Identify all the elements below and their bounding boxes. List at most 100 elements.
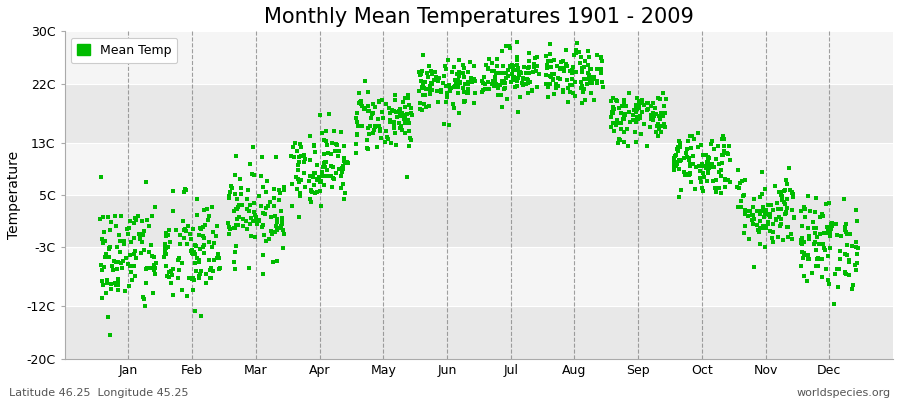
Point xyxy=(794,208,808,215)
Point xyxy=(646,100,661,107)
Point xyxy=(447,84,462,91)
Point xyxy=(785,190,799,196)
Point xyxy=(610,119,625,125)
Point xyxy=(753,211,768,217)
Point xyxy=(260,203,274,209)
Point xyxy=(272,197,286,203)
Point xyxy=(148,271,162,277)
Point xyxy=(746,220,760,227)
Point xyxy=(595,58,609,64)
Point xyxy=(696,188,710,194)
Point xyxy=(562,68,577,74)
Point xyxy=(795,223,809,229)
Point xyxy=(500,67,515,73)
Point xyxy=(389,142,403,148)
Point xyxy=(717,136,732,142)
Point xyxy=(294,152,309,159)
Point xyxy=(112,287,126,294)
Point xyxy=(575,64,590,71)
Point xyxy=(816,240,831,247)
Point xyxy=(526,60,541,67)
Point xyxy=(518,64,532,70)
Point xyxy=(202,267,217,274)
Point xyxy=(634,97,649,103)
Point xyxy=(420,74,435,80)
Point xyxy=(563,82,578,88)
Point xyxy=(436,80,450,87)
Point xyxy=(245,171,259,177)
Point xyxy=(670,146,685,153)
Point xyxy=(109,282,123,288)
Point xyxy=(714,173,728,180)
Point xyxy=(769,216,783,222)
Point xyxy=(721,151,735,157)
Point xyxy=(849,207,863,213)
Point xyxy=(256,210,270,216)
Point xyxy=(120,226,134,232)
Point xyxy=(158,233,173,240)
Point xyxy=(96,229,111,235)
Point xyxy=(755,191,770,197)
Point xyxy=(780,196,795,202)
Point xyxy=(683,161,698,168)
Point xyxy=(323,150,338,157)
Point xyxy=(161,232,176,238)
Point xyxy=(525,88,539,94)
Point xyxy=(824,245,838,251)
Point xyxy=(617,100,632,106)
Point xyxy=(606,104,620,110)
Point xyxy=(716,160,730,166)
Point xyxy=(233,176,248,182)
Point xyxy=(475,78,490,84)
Point xyxy=(393,124,408,131)
Point xyxy=(731,167,745,173)
Point xyxy=(849,238,863,245)
Point xyxy=(700,170,715,176)
Point xyxy=(656,103,670,109)
Point xyxy=(838,227,852,233)
Point xyxy=(382,118,397,125)
Point xyxy=(400,95,415,101)
Point xyxy=(716,152,731,158)
Point xyxy=(103,332,117,338)
Point xyxy=(606,108,620,115)
Point xyxy=(617,139,632,145)
Point xyxy=(448,78,463,84)
Point xyxy=(222,194,237,201)
Point xyxy=(510,64,525,71)
Point xyxy=(672,166,687,172)
Point xyxy=(393,122,408,129)
Point xyxy=(651,133,665,140)
Point xyxy=(811,241,825,247)
Point xyxy=(742,212,756,219)
Point xyxy=(401,143,416,150)
Point xyxy=(491,85,506,91)
Point xyxy=(447,83,462,89)
Point xyxy=(137,247,151,254)
Point xyxy=(95,214,110,220)
Point xyxy=(443,86,457,93)
Point xyxy=(763,202,778,208)
Point xyxy=(128,215,142,221)
Point xyxy=(146,290,160,296)
Point xyxy=(678,172,692,179)
Point xyxy=(178,226,193,233)
Point xyxy=(392,120,406,126)
Point xyxy=(104,219,118,225)
Point xyxy=(355,102,369,109)
Point xyxy=(450,71,464,78)
Point xyxy=(687,136,701,142)
Point xyxy=(604,114,618,120)
Point xyxy=(312,112,327,118)
Point xyxy=(494,48,508,54)
Point xyxy=(274,217,289,223)
Point xyxy=(508,67,523,73)
Point xyxy=(196,233,211,240)
Point xyxy=(194,246,208,252)
Point xyxy=(418,92,432,98)
Point xyxy=(752,240,767,247)
Point xyxy=(829,220,843,227)
Point xyxy=(839,229,853,235)
Point xyxy=(317,160,331,166)
Point xyxy=(733,180,747,186)
